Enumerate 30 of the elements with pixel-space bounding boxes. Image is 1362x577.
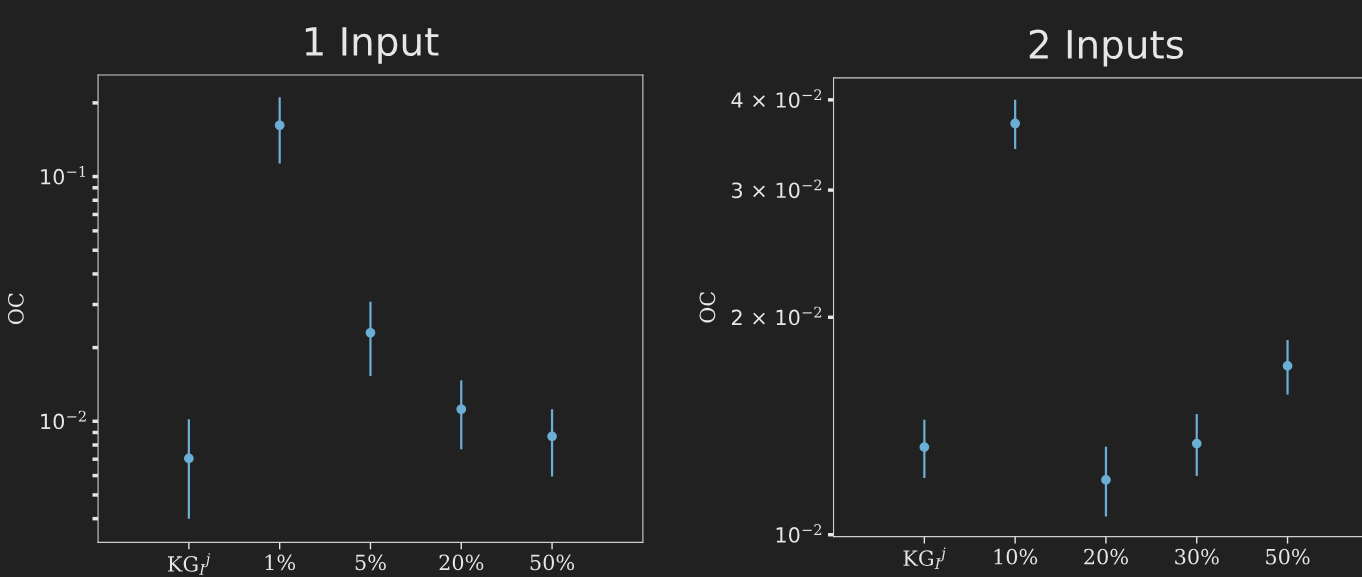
y-axis-title: OC bbox=[7, 293, 24, 325]
point bbox=[1101, 475, 1111, 485]
y-tick-label: 10$^{−2}$ bbox=[776, 524, 822, 543]
x-tick-label: KG$_{I}$$^{j}$ bbox=[168, 553, 211, 575]
y-tick-label: 3 × 10$^{−2}$ bbox=[732, 179, 822, 199]
point bbox=[456, 404, 467, 415]
point bbox=[919, 442, 930, 453]
x-tick-label: 30% bbox=[1175, 548, 1219, 565]
y-tick-label: 4 × 10$^{−2}$ bbox=[731, 89, 822, 108]
y-tick-label: 10$^{−2}$ bbox=[41, 410, 86, 430]
point bbox=[1010, 118, 1021, 129]
x-tick-label: 50% bbox=[1266, 548, 1310, 565]
x-tick-label: 20% bbox=[1084, 548, 1128, 565]
x-tick-label: 5% bbox=[355, 554, 386, 571]
point bbox=[1282, 361, 1293, 371]
y-tick-label: 10$^{−1}$ bbox=[41, 165, 86, 185]
point bbox=[1191, 438, 1202, 449]
point bbox=[547, 431, 557, 442]
x-tick-label: 10% bbox=[994, 548, 1038, 565]
x-tick-label: 50% bbox=[530, 554, 575, 571]
point bbox=[184, 453, 194, 464]
y-axis-title: OC bbox=[699, 291, 716, 323]
y-tick-label: 2 × 10$^{−2}$ bbox=[731, 306, 822, 326]
x-tick-label: KG$_{I}$$^{j}$ bbox=[903, 547, 946, 569]
x-tick-label: 1% bbox=[265, 554, 296, 571]
chart-title: 1 Input bbox=[305, 27, 439, 64]
chart-title: 2 Inputs bbox=[1029, 29, 1184, 67]
point bbox=[274, 120, 285, 131]
point bbox=[365, 327, 376, 338]
x-tick-label: 20% bbox=[439, 554, 484, 571]
